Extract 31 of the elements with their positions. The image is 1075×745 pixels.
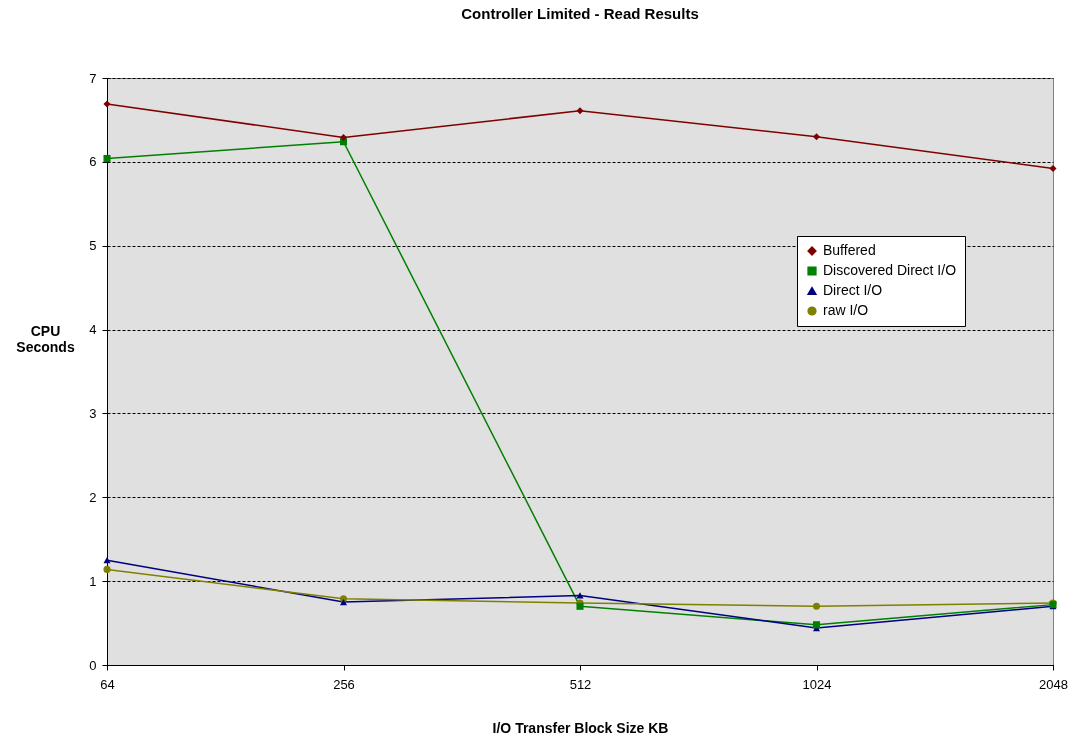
point xyxy=(103,154,111,163)
legend-label: Direct I/O xyxy=(823,282,883,298)
legend-label: raw I/O xyxy=(823,302,869,318)
y-tick-label: 0 xyxy=(89,657,97,673)
x-tick-label: 512 xyxy=(569,676,592,692)
y-axis-title: CPU Seconds xyxy=(16,322,75,355)
y-tick-label: 5 xyxy=(89,238,97,254)
y-tick-label: 7 xyxy=(89,70,97,86)
point xyxy=(576,107,584,115)
legend-label: Buffered xyxy=(823,242,876,258)
point xyxy=(812,621,821,629)
point xyxy=(103,557,111,564)
y-tick-label: 1 xyxy=(89,573,97,589)
point xyxy=(339,134,348,142)
legend-label: Discovered Direct I/O xyxy=(823,262,957,278)
y-tick-label: 4 xyxy=(89,322,97,338)
x-tick-label: 1024 xyxy=(802,676,832,692)
point xyxy=(103,100,111,108)
y-tick-label: 3 xyxy=(89,405,97,421)
point xyxy=(812,602,821,610)
chart-title: Controller Limited - Read Results xyxy=(461,5,699,22)
y-tick-label: 2 xyxy=(89,489,97,505)
y-tick-label: 6 xyxy=(89,154,97,170)
point xyxy=(103,565,111,573)
point xyxy=(812,133,821,141)
point xyxy=(339,599,348,606)
point xyxy=(1049,165,1057,173)
x-tick-label: 64 xyxy=(100,676,115,692)
x-axis-title: I/O Transfer Block Size KB xyxy=(492,719,669,736)
x-tick-label: 256 xyxy=(333,676,355,692)
x-tick-label: 2048 xyxy=(1039,676,1068,692)
